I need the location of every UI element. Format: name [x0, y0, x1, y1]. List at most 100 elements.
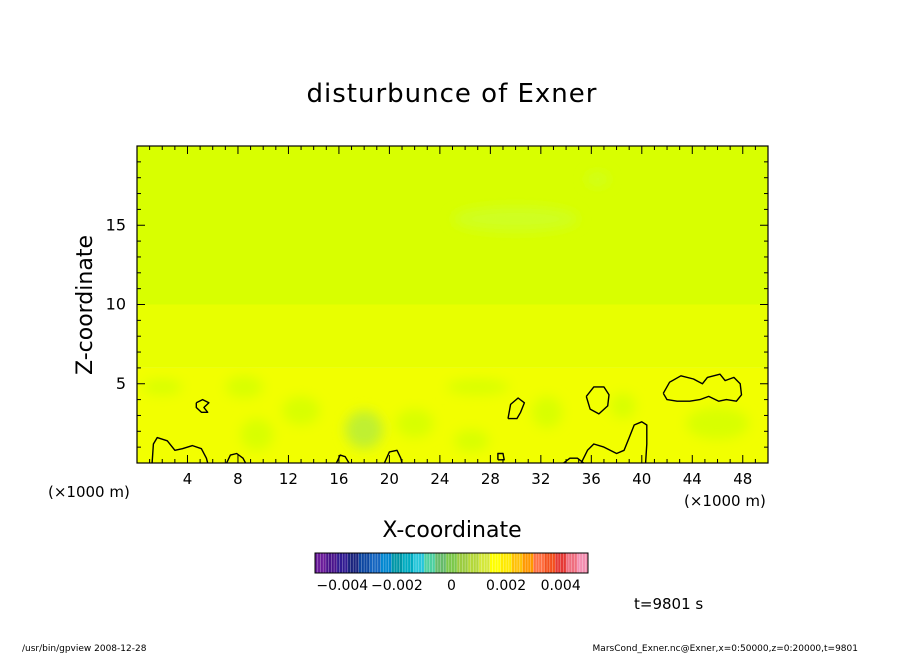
colorbar-cell — [402, 553, 406, 573]
colorbar-cell — [421, 553, 425, 573]
field-patch — [586, 172, 609, 186]
field-patch — [142, 378, 183, 395]
colorbar-cell — [429, 553, 433, 573]
colorbar-cell — [525, 553, 529, 573]
x-tick-label: 8 — [233, 470, 243, 488]
contour-line — [151, 436, 209, 463]
x-tick-label: 4 — [183, 470, 193, 488]
colorbar-cell — [470, 553, 474, 573]
colorbar-tick-label: 0.004 — [541, 578, 581, 594]
colorbar-cell — [377, 553, 381, 573]
colorbar-cell — [492, 553, 496, 573]
field-region-very-low — [137, 146, 768, 305]
colorbar-cell — [366, 553, 370, 573]
colorbar-cell — [364, 553, 368, 573]
field-patch — [282, 396, 320, 425]
field-patch — [345, 410, 384, 449]
colorbar-tick-label: −0.004 — [316, 578, 368, 594]
colorbar-cell — [506, 553, 510, 573]
x-tick-label: 44 — [683, 470, 702, 488]
colorbar-cell — [383, 553, 387, 573]
colorbar-cell — [405, 553, 409, 573]
y-tick-label: 15 — [106, 215, 126, 234]
colorbar-cell — [339, 553, 343, 573]
field-patch — [685, 407, 750, 440]
contour-line — [662, 373, 743, 402]
colorbar-cell — [361, 553, 365, 573]
contour-line — [497, 452, 505, 461]
colorbar-cell — [350, 553, 354, 573]
colorbar-cell — [334, 553, 338, 573]
field-patch — [610, 393, 636, 419]
colorbar-cell — [582, 553, 586, 573]
colorbar-cell — [536, 553, 540, 573]
field-patch — [240, 418, 274, 451]
x-axis-label: X-coordinate — [382, 518, 521, 543]
colorbar-cell — [519, 553, 523, 573]
colorbar-cell — [579, 553, 583, 573]
colorbar-cell — [347, 553, 351, 573]
colorbar-cell — [399, 553, 403, 573]
x-tick-label: 28 — [481, 470, 500, 488]
contour-line — [507, 397, 526, 420]
contour-line — [585, 386, 610, 415]
colorbar-cell — [544, 553, 548, 573]
field-patches — [142, 172, 750, 452]
plot-area — [136, 145, 769, 464]
colorbar-cell — [435, 553, 439, 573]
colorbar-cell — [538, 553, 542, 573]
footer-left: /usr/bin/gpview 2008-12-28 — [22, 644, 147, 654]
colorbar-cell — [530, 553, 534, 573]
y-tick-label: 10 — [106, 295, 126, 314]
colorbar-cell — [541, 553, 545, 573]
colorbar-cell — [372, 553, 376, 573]
colorbar-cell — [353, 553, 357, 573]
colorbar-cell — [489, 553, 493, 573]
colorbar-cell — [486, 553, 491, 573]
colorbar-cell — [410, 553, 414, 573]
y-axis: 5 10 15 — [106, 161, 768, 448]
field-layer — [137, 146, 768, 463]
colorbar-tick-label: 0.002 — [486, 578, 526, 594]
x-unit-right: (×1000 m) — [684, 492, 766, 510]
field-patch — [446, 378, 510, 395]
colorbar-cell — [503, 553, 507, 573]
colorbar-cell — [358, 553, 362, 573]
colorbar-cell — [459, 553, 463, 573]
contour-line — [225, 452, 247, 463]
x-unit-left: (×1000 m) — [48, 483, 130, 501]
colorbar-cell — [331, 553, 335, 573]
colorbar-cell — [336, 553, 340, 573]
field-patch — [225, 375, 264, 399]
colorbar-cell — [394, 553, 398, 573]
colorbar-cell — [467, 553, 472, 573]
x-tick-label: 20 — [380, 470, 399, 488]
colorbar-cell — [396, 553, 401, 573]
colorbar-cell — [446, 553, 450, 573]
contour-line — [335, 454, 350, 463]
colorbar-cell — [549, 553, 553, 573]
colorbar-cell — [320, 553, 324, 573]
contour-line — [563, 457, 585, 463]
y-axis-label: Z-coordinate — [73, 235, 98, 375]
colorbar-cell — [585, 553, 589, 573]
colorbar-cell — [500, 553, 504, 573]
x-tick-label: 16 — [329, 470, 348, 488]
colorbar-cell — [380, 553, 384, 573]
field-patch — [532, 396, 563, 429]
field-patch — [395, 409, 434, 438]
contour-line — [383, 449, 403, 463]
colorbar-cell — [451, 553, 455, 573]
colorbar-cell — [476, 553, 480, 573]
colorbar-cell — [424, 553, 428, 573]
colorbar-cell — [369, 553, 373, 573]
chart-title: disturbunce of Exner — [307, 79, 598, 109]
colorbar-cell — [495, 553, 499, 573]
colorbar-cell — [465, 553, 469, 573]
colorbar-cell — [478, 553, 482, 573]
colorbar-cell — [418, 553, 422, 573]
colorbar-cell — [315, 553, 319, 573]
colorbar-cell — [497, 553, 502, 573]
colorbar-cell — [413, 553, 417, 573]
colorbar-cell — [407, 553, 411, 573]
